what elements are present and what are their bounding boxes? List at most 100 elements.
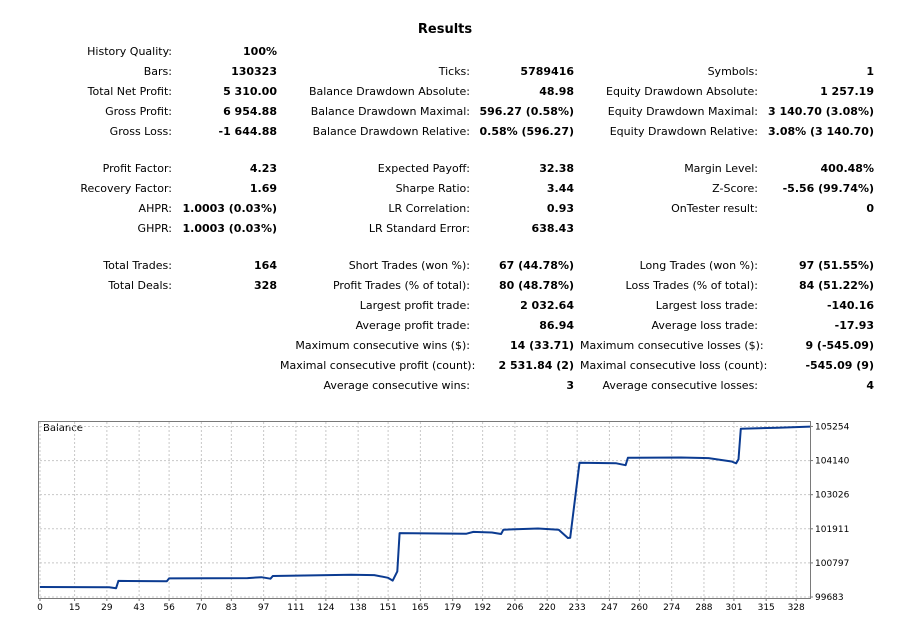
- stat-col1-value: 1.0003 (0.03%): [182, 222, 278, 235]
- stat-col2-label: Ticks:: [438, 65, 470, 78]
- stat-col3-value: -17.93: [834, 319, 874, 332]
- stat-col3-value: 9 (-545.09): [805, 339, 874, 352]
- x-tick-label: 328: [788, 603, 805, 613]
- stat-col3-value: 1: [866, 65, 874, 78]
- chart-title: Balance: [43, 423, 83, 434]
- stat-col1-value: 328: [254, 279, 277, 292]
- x-tick-label: 220: [539, 603, 556, 613]
- x-tick-label: 124: [317, 603, 334, 613]
- balance-chart-frame: [38, 421, 811, 599]
- x-tick-label: 192: [474, 603, 491, 613]
- stat-col3-value: 3.08% (3 140.70): [768, 125, 874, 138]
- stat-col3-label: Z-Score:: [712, 182, 758, 195]
- stat-col3-value: 0: [866, 202, 874, 215]
- stat-col2-label: Short Trades (won %):: [348, 259, 470, 272]
- x-tick-label: 111: [287, 603, 304, 613]
- stat-col1-label: Total Net Profit:: [87, 85, 172, 98]
- stat-col3-label: Symbols:: [707, 65, 758, 78]
- stat-col3-value: 400.48%: [820, 162, 874, 175]
- stat-col3-value: 3 140.70 (3.08%): [768, 105, 874, 118]
- x-tick-label: 165: [412, 603, 429, 613]
- results-title: Results: [417, 22, 473, 37]
- stat-col2-label: Profit Trades (% of total):: [332, 279, 470, 292]
- stat-col2-value: 3: [566, 379, 574, 392]
- x-tick-label: 56: [163, 603, 175, 613]
- stat-col1-value: 100%: [243, 45, 277, 58]
- stat-col1-label: Bars:: [143, 65, 172, 78]
- stat-col3-label: Largest loss trade:: [655, 299, 758, 312]
- stat-col3-label: Maximal consecutive loss (count):: [580, 359, 768, 372]
- stat-col1-value: 130323: [231, 65, 277, 78]
- stat-col1-label: Profit Factor:: [102, 162, 172, 175]
- stat-col3-label: Equity Drawdown Relative:: [609, 125, 758, 138]
- stat-col2-value: 638.43: [531, 222, 574, 235]
- stat-col1-value: 6 954.88: [223, 105, 277, 118]
- stat-col2-value: 2 531.84 (2): [498, 359, 574, 372]
- stat-col3-label: Loss Trades (% of total):: [625, 279, 758, 292]
- stat-col2-value: 14 (33.71): [510, 339, 574, 352]
- y-tick-label: 100797: [815, 559, 849, 569]
- y-tick-label: 99683: [815, 593, 844, 603]
- x-tick-label: 29: [101, 603, 113, 613]
- stat-col3-value: 1 257.19: [820, 85, 874, 98]
- stat-col2-value: 2 032.64: [520, 299, 574, 312]
- stat-col2-label: Largest profit trade:: [359, 299, 470, 312]
- x-tick-label: 43: [133, 603, 144, 613]
- stat-col2-label: Balance Drawdown Absolute:: [308, 85, 470, 98]
- stat-col3-label: Long Trades (won %):: [639, 259, 758, 272]
- x-tick-label: 83: [226, 603, 237, 613]
- stat-col2-value: 0.93: [546, 202, 574, 215]
- x-tick-label: 15: [69, 603, 80, 613]
- stat-col3-label: Average consecutive losses:: [602, 379, 758, 392]
- stat-col2-value: 80 (48.78%): [498, 279, 574, 292]
- stat-col1-label: Recovery Factor:: [80, 182, 172, 195]
- stat-col2-label: Maximum consecutive wins ($):: [295, 339, 470, 352]
- stat-col2-value: 32.38: [539, 162, 574, 175]
- x-tick-label: 301: [725, 603, 742, 613]
- stat-col2-label: Average profit trade:: [355, 319, 470, 332]
- x-tick-label: 315: [758, 603, 775, 613]
- stat-col2-label: LR Standard Error:: [368, 222, 470, 235]
- stat-col2-value: 5789416: [520, 65, 574, 78]
- x-tick-label: 274: [663, 603, 680, 613]
- y-tick-label: 103026: [815, 491, 850, 501]
- x-tick-label: 288: [695, 603, 712, 613]
- y-tick-label: 105254: [815, 422, 850, 432]
- stat-col3-value: -5.56 (99.74%): [782, 182, 874, 195]
- balance-series-line: [39, 425, 811, 590]
- x-tick-label: 70: [196, 603, 208, 613]
- stat-col2-label: Balance Drawdown Relative:: [312, 125, 470, 138]
- stat-col2-label: Balance Drawdown Maximal:: [310, 105, 470, 118]
- stat-col2-value: 596.27 (0.58%): [479, 105, 575, 118]
- stat-col1-label: Gross Loss:: [109, 125, 172, 138]
- stat-col2-value: 3.44: [546, 182, 574, 195]
- x-tick-label: 247: [601, 603, 618, 613]
- stat-col1-value: 5 310.00: [223, 85, 277, 98]
- stat-col3-value: -545.09 (9): [805, 359, 874, 372]
- stat-col1-value: 1.69: [249, 182, 277, 195]
- stat-col3-value: -140.16: [826, 299, 874, 312]
- stat-col2-value: 67 (44.78%): [498, 259, 574, 272]
- y-tick-label: 104140: [815, 457, 850, 467]
- stat-col1-value: 164: [254, 259, 277, 272]
- x-tick-label: 0: [37, 603, 43, 613]
- stat-col2-value: 86.94: [539, 319, 574, 332]
- stat-col2-label: Average consecutive wins:: [323, 379, 470, 392]
- stat-col3-value: 84 (51.22%): [798, 279, 874, 292]
- stat-col3-label: Equity Drawdown Maximal:: [607, 105, 758, 118]
- x-tick-label: 206: [506, 603, 523, 613]
- stat-col1-label: GHPR:: [137, 222, 172, 235]
- stat-col1-value: -1 644.88: [218, 125, 278, 138]
- stat-col3-label: Average loss trade:: [651, 319, 758, 332]
- stat-col1-label: Total Deals:: [108, 279, 172, 292]
- stat-col1-label: Gross Profit:: [105, 105, 172, 118]
- x-tick-label: 233: [569, 603, 586, 613]
- stat-col2-label: Sharpe Ratio:: [395, 182, 470, 195]
- x-tick-label: 138: [350, 603, 367, 613]
- x-tick-label: 151: [380, 603, 397, 613]
- stat-col2-label: Maximal consecutive profit (count):: [280, 359, 476, 372]
- stat-col2-label: LR Correlation:: [388, 202, 470, 215]
- stat-col2-value: 48.98: [539, 85, 574, 98]
- stat-col3-label: Margin Level:: [684, 162, 758, 175]
